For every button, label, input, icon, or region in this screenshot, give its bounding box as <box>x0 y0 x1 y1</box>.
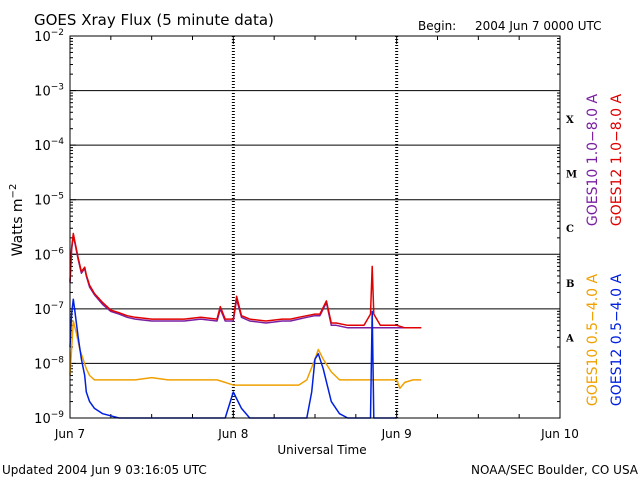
chart-title: GOES Xray Flux (5 minute data) <box>34 11 274 29</box>
plot-area <box>69 35 561 419</box>
y-tick-exponent: −7 <box>51 301 64 311</box>
y-tick-label: 10−8 <box>34 355 64 372</box>
y-tick-base: 10 <box>34 30 51 45</box>
chart-header: GOES Xray Flux (5 minute data) Begin: 20… <box>34 11 602 33</box>
series-line-2 <box>69 320 422 390</box>
flare-class-c: C <box>566 224 574 235</box>
y-tick-exponent: −5 <box>51 192 64 202</box>
y-tick-exponent: −4 <box>51 137 65 147</box>
x-axis-label: Universal Time <box>277 443 366 457</box>
flare-class-a: A <box>565 333 574 344</box>
y-tick-label: 10−7 <box>34 301 64 318</box>
y-tick-label: 10−9 <box>34 410 64 427</box>
x-tick-label: Jun 9 <box>381 427 412 441</box>
y-tick-label: 10−3 <box>34 83 64 100</box>
y-tick-label: 10−4 <box>34 137 64 154</box>
plot-frame <box>69 35 561 419</box>
y-axis-label-text: Watts m <box>10 198 26 256</box>
legend-entry: GOES10 0.5−4.0 A <box>585 274 601 407</box>
y-tick-exponent: −8 <box>51 355 65 365</box>
series-line-1 <box>69 232 422 329</box>
y-tick-exponent: −3 <box>51 83 64 93</box>
y-tick-base: 10 <box>34 139 51 154</box>
y-axis-label: Watts m−2 <box>8 184 26 257</box>
y-tick-exponent: −9 <box>51 410 65 420</box>
y-tick-base: 10 <box>34 194 51 209</box>
x-tick-label: Jun 10 <box>540 427 579 441</box>
chart-footer: Updated 2004 Jun 9 03:16:05 UTC NOAA/SEC… <box>2 463 639 477</box>
y-tick-base: 10 <box>34 303 51 318</box>
y-tick-exponent: −6 <box>51 246 65 256</box>
y-tick-base: 10 <box>34 85 51 100</box>
legend-entry: GOES10 1.0−8.0 A <box>585 94 601 227</box>
y-tick-exponent: −2 <box>51 28 64 38</box>
flare-class-x: X <box>566 115 574 126</box>
y-tick-label: 10−6 <box>34 246 64 263</box>
y-axis-tick-labels: 10−210−310−410−510−610−710−810−9 <box>34 28 64 427</box>
y-tick-label: 10−5 <box>34 192 64 209</box>
begin-value: 2004 Jun 7 0000 UTC <box>475 19 602 33</box>
x-tick-label: Jun 8 <box>217 427 248 441</box>
y-axis-label-exponent: −2 <box>8 184 19 199</box>
legend-entry: GOES12 1.0−8.0 A <box>609 94 625 227</box>
day-divider-lines <box>69 36 520 418</box>
series-layer <box>69 232 422 419</box>
x-axis-tick-labels: Jun 7 Jun 8 Jun 9 Jun 10 <box>54 427 579 441</box>
x-tick-label: Jun 7 <box>54 427 85 441</box>
y-tick-label: 10−2 <box>34 28 64 45</box>
legend: GOES10 1.0−8.0 A GOES12 1.0−8.0 A GOES10 0… <box>585 94 625 407</box>
begin-label: Begin: <box>418 19 456 33</box>
source-credit: NOAA/SEC Boulder, CO USA <box>471 463 639 477</box>
updated-timestamp: Updated 2004 Jun 9 03:16:05 UTC <box>2 463 207 477</box>
flare-class-labels: X M C B A <box>565 115 577 344</box>
y-tick-base: 10 <box>34 357 51 372</box>
flare-class-m: M <box>566 170 577 181</box>
legend-entry: GOES12 0.5−4.0 A <box>609 274 625 407</box>
y-tick-base: 10 <box>34 248 51 263</box>
flux-level-lines <box>70 35 560 419</box>
y-tick-base: 10 <box>34 412 51 427</box>
flare-class-b: B <box>566 279 574 290</box>
